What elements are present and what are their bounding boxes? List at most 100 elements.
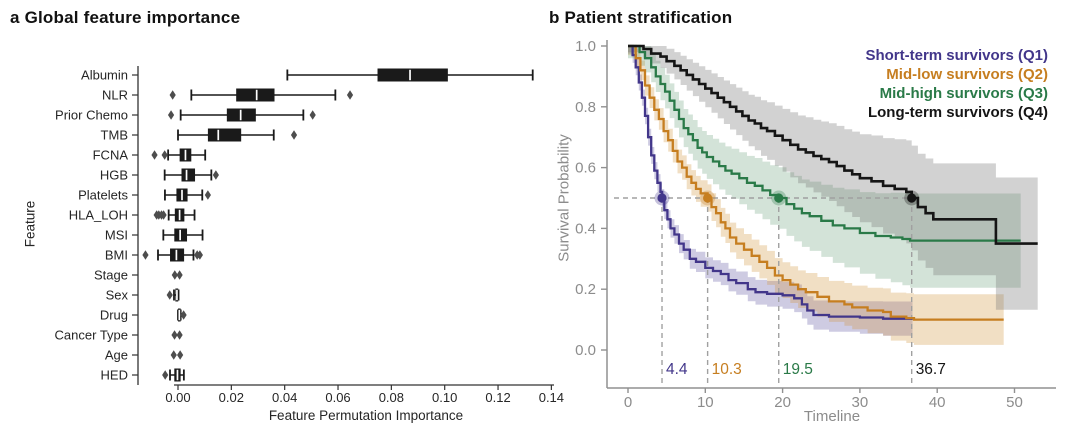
feature-label: Stage [94,268,128,283]
feature-label: MSI [105,228,128,243]
feature-label: FCNA [93,148,129,163]
boxplot-row-drug: Drug [100,308,187,323]
panel-b-x-tick-label: 0 [624,394,632,411]
survival-legend: Short-term survivors (Q1) Mid-low survivo… [865,46,1048,122]
outlier-diamond [204,190,211,200]
outlier-diamond [167,110,175,120]
feature-label: Platelets [78,188,128,203]
panel-b-y-tick-label: 0.4 [575,220,596,237]
feature-label: Albumin [81,68,128,83]
iqr-box [377,68,448,82]
panel-b-title: b Patient stratification [549,8,733,27]
median-marker-q2 [703,193,713,203]
outlier-diamond [212,170,219,180]
km-curve-q4 [628,44,1038,245]
outlier-diamond [177,350,184,360]
panel-a-x-tick-label: 0.06 [325,390,350,405]
panel-a-x-axis-label: Feature Permutation Importance [268,408,464,423]
feature-label: NLR [102,88,128,103]
panel-b-y-tick-label: 0.0 [575,342,596,359]
boxplot-row-age: Age [105,348,184,363]
panel-a-x-tick-label: 0.08 [379,390,404,405]
panel-b-x-tick-label: 30 [852,394,869,411]
outlier-diamond [151,150,158,160]
panel-a-x-tick-label: 0.02 [219,390,244,405]
boxplot-row-platelets: Platelets [78,188,211,203]
km-panel: 0 10 20 30 40 50 0.0 0.2 0.4 0.6 0.8 1.0 4.4 10.3 19.5… [575,38,1056,411]
feature-label: TMB [101,128,128,143]
boxplot-row-nlr: NLR [102,88,354,103]
outlier-diamond [169,90,176,100]
legend-item-q4: Long-term survivors (Q4) [867,104,1048,121]
panel-b-x-tick-label: 20 [774,394,791,411]
confidence-band-q1 [628,46,913,338]
iqr-box [236,88,275,102]
median-value-label-q3: 19.5 [783,361,813,378]
outlier-diamond [176,330,183,340]
boxplot-row-prior-chemo: Prior Chemo [55,108,316,123]
feature-label: HED [101,368,128,383]
outlier-diamond [180,310,187,320]
km-curve-q2 [628,44,1004,321]
panel-b-x-tick-label: 40 [929,394,946,411]
median-marker-q3 [774,193,784,203]
km-curve-q3 [628,44,1021,242]
iqr-box [181,168,196,182]
outlier-diamond [161,150,168,160]
feature-label: Sex [106,288,129,303]
confidence-band-q3 [628,46,1021,302]
feature-label: HGB [100,168,128,183]
median-marker-q1 [657,193,667,203]
panel-b-y-tick-label: 0.6 [575,160,596,177]
panel-a-title: a Global feature importance [10,8,241,27]
iqr-box [207,128,242,142]
boxplot-row-hla-loh: HLA_LOH [69,208,196,223]
panel-a-x-tick-label: 0.00 [165,390,190,405]
feature-label: BMI [105,248,128,263]
panel-a-y-axis-label: Feature [22,200,38,248]
panel-a-x-tick-label: 0.04 [272,390,297,405]
panel-b-x-tick-label: 10 [697,394,714,411]
outlier-diamond [171,270,178,280]
outlier-diamond [290,130,298,140]
confidence-band-q4 [628,46,1038,317]
panel-a-x-tick-label: 0.14 [539,390,564,405]
feature-label: Drug [100,308,128,323]
panel-b-y-axis-label: Survival Probability [555,134,573,262]
boxplot-row-sex: Sex [106,288,180,303]
panel-a-x-tick-label: 0.10 [432,390,457,405]
boxplot-panel: 0.00 0.02 0.04 0.06 0.08 0.10 0.12 0.14 Albumin N… [55,66,564,405]
outlier-diamond [196,250,203,260]
boxplot-row-hed: HED [101,368,185,383]
median-marker-q4 [907,193,917,203]
outlier-diamond [142,250,149,260]
boxplot-row-albumin: Albumin [81,68,534,83]
km-curve-q1 [628,44,914,320]
feature-label: Prior Chemo [55,108,128,123]
panel-b-x-tick-label: 50 [1006,394,1023,411]
outlier-diamond [346,90,354,100]
feature-label: Cancer Type [55,328,128,343]
legend-item-q1: Short-term survivors (Q1) [865,47,1048,64]
outlier-diamond [176,270,183,280]
boxplot-row-cancer-type: Cancer Type [55,328,183,343]
panel-b-y-tick-label: 0.2 [575,281,596,298]
boxplot-row-msi: MSI [105,228,204,243]
panel-b-x-axis-label: Timeline [803,408,861,425]
boxplot-row-bmi: BMI [105,248,203,263]
outlier-diamond [171,330,178,340]
boxplot-row-hgb: HGB [100,168,219,183]
boxplot-row-fcna: FCNA [93,148,207,163]
outlier-diamond [309,110,316,120]
panel-a-x-tick-label: 0.12 [485,390,510,405]
outlier-diamond [170,350,177,360]
median-value-label-q2: 10.3 [712,361,742,378]
boxplot-row-stage: Stage [94,268,183,283]
legend-item-q3: Mid-high survivors (Q3) [879,85,1048,102]
median-value-label-q1: 4.4 [666,361,688,378]
feature-label: HLA_LOH [69,208,128,223]
outlier-diamond [162,370,169,380]
outlier-diamond [160,210,167,220]
